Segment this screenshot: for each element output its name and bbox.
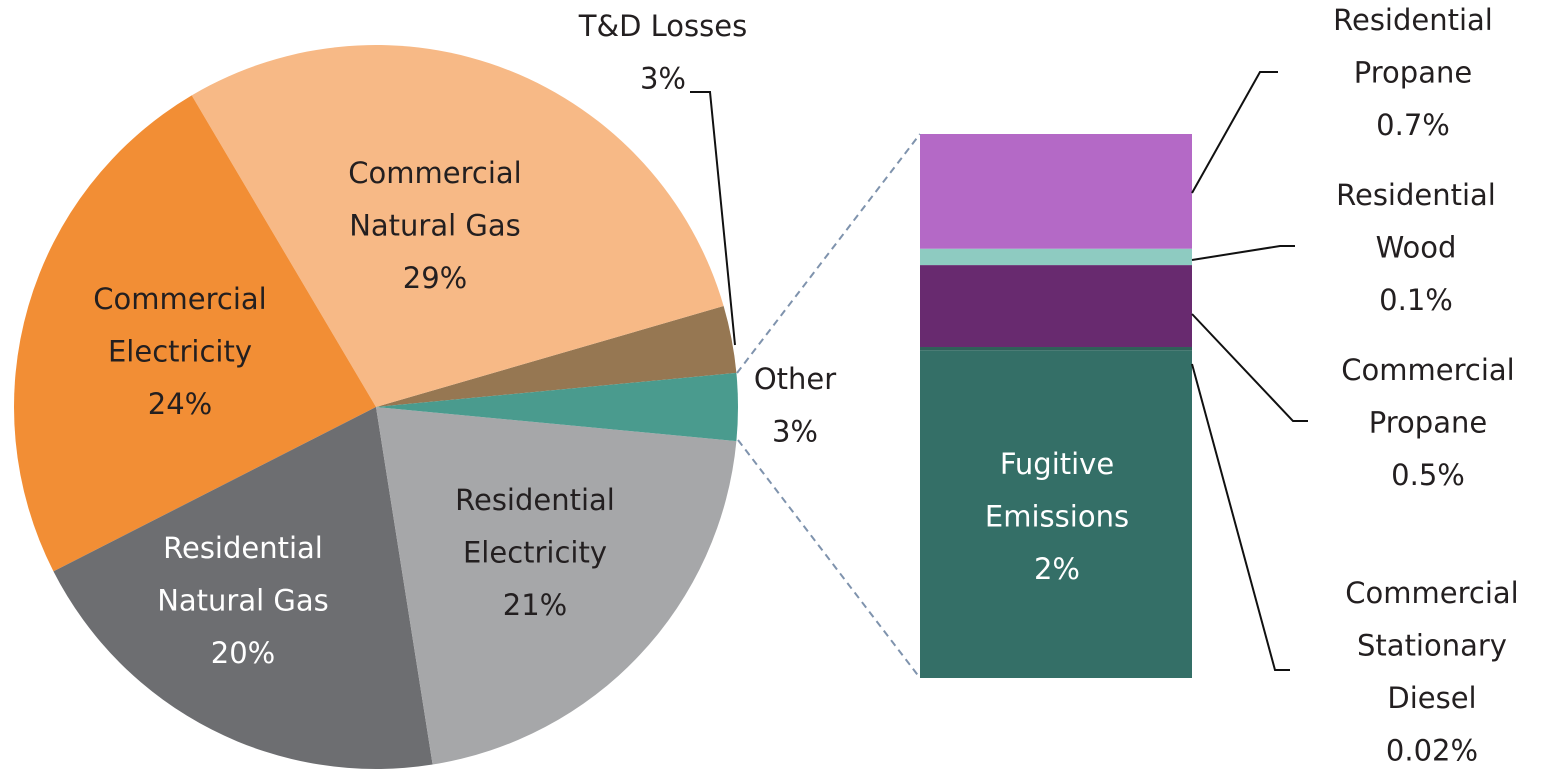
leader-line	[1191, 245, 1295, 261]
pie-slice	[191, 44, 724, 407]
value-label: 0.7%	[1376, 108, 1450, 142]
category-label: Residential	[1336, 178, 1496, 212]
leader-line	[1191, 313, 1308, 422]
category-label: Commercial	[1345, 576, 1518, 610]
category-label: Propane	[1354, 56, 1472, 90]
category-label: Wood	[1376, 231, 1457, 265]
category-label: Natural Gas	[349, 209, 521, 243]
category-label: Commercial	[1341, 353, 1514, 387]
pie-slice	[53, 407, 433, 769]
value-label: 3%	[640, 62, 686, 96]
category-label: Diesel	[1387, 681, 1476, 715]
pie-slice	[376, 306, 737, 407]
pie-slice	[376, 372, 739, 442]
leader-line	[1191, 363, 1290, 671]
value-label: 21%	[503, 588, 567, 622]
bar-segment	[920, 350, 1192, 678]
value-label: 0.02%	[1386, 734, 1478, 768]
category-label: Residential	[455, 483, 615, 517]
bar-segment	[920, 134, 1192, 249]
category-label: Stationary	[1357, 629, 1507, 663]
category-label: Propane	[1369, 406, 1487, 440]
category-label: Natural Gas	[157, 584, 329, 618]
connector	[737, 439, 921, 679]
leader-line	[690, 91, 736, 346]
bar-segment	[920, 248, 1192, 266]
category-label: Electricity	[463, 536, 607, 570]
category-label: Residential	[163, 531, 323, 565]
connector	[736, 133, 921, 374]
value-label: 29%	[403, 261, 467, 295]
category-label: Residential	[1333, 3, 1493, 37]
category-label: Commercial	[93, 282, 266, 316]
leader-line	[1191, 71, 1278, 194]
value-label: 0.1%	[1379, 283, 1453, 317]
value-label: 24%	[148, 387, 212, 421]
category-label: Electricity	[108, 335, 252, 369]
bar-segment	[920, 265, 1192, 348]
value-label: 2%	[1034, 552, 1080, 586]
pie-slice	[376, 407, 737, 765]
value-label: 0.5%	[1391, 458, 1465, 492]
value-label: 3%	[772, 415, 818, 449]
category-label: Fugitive	[1000, 447, 1114, 481]
category-label: Commercial	[348, 156, 521, 190]
category-label: Other	[754, 362, 836, 396]
value-label: 20%	[211, 636, 275, 670]
category-label: T&D Losses	[578, 9, 747, 43]
pie-slice	[13, 95, 377, 572]
category-label: Emissions	[985, 500, 1129, 534]
bar-segment	[920, 347, 1192, 351]
